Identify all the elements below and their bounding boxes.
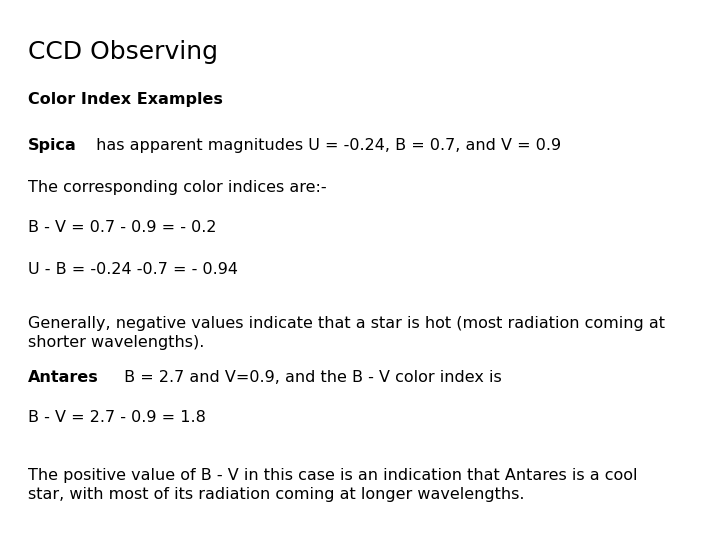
Text: Antares: Antares bbox=[28, 370, 99, 385]
Text: The positive value of B - V in this case is an indication that Antares is a cool: The positive value of B - V in this case… bbox=[28, 468, 637, 502]
Text: B - V = 0.7 - 0.9 = - 0.2: B - V = 0.7 - 0.9 = - 0.2 bbox=[28, 220, 217, 235]
Text: The corresponding color indices are:-: The corresponding color indices are:- bbox=[28, 180, 327, 195]
Text: has apparent magnitudes U = -0.24, B = 0.7, and V = 0.9: has apparent magnitudes U = -0.24, B = 0… bbox=[91, 138, 561, 153]
Text: Spica: Spica bbox=[28, 138, 77, 153]
Text: B - V = 2.7 - 0.9 = 1.8: B - V = 2.7 - 0.9 = 1.8 bbox=[28, 410, 206, 425]
Text: U - B = -0.24 -0.7 = - 0.94: U - B = -0.24 -0.7 = - 0.94 bbox=[28, 262, 238, 277]
Text: Color Index Examples: Color Index Examples bbox=[28, 92, 223, 107]
Text: Generally, negative values indicate that a star is hot (most radiation coming at: Generally, negative values indicate that… bbox=[28, 316, 665, 349]
Text: B = 2.7 and V=0.9, and the B - V color index is: B = 2.7 and V=0.9, and the B - V color i… bbox=[120, 370, 502, 385]
Text: CCD Observing: CCD Observing bbox=[28, 40, 218, 64]
